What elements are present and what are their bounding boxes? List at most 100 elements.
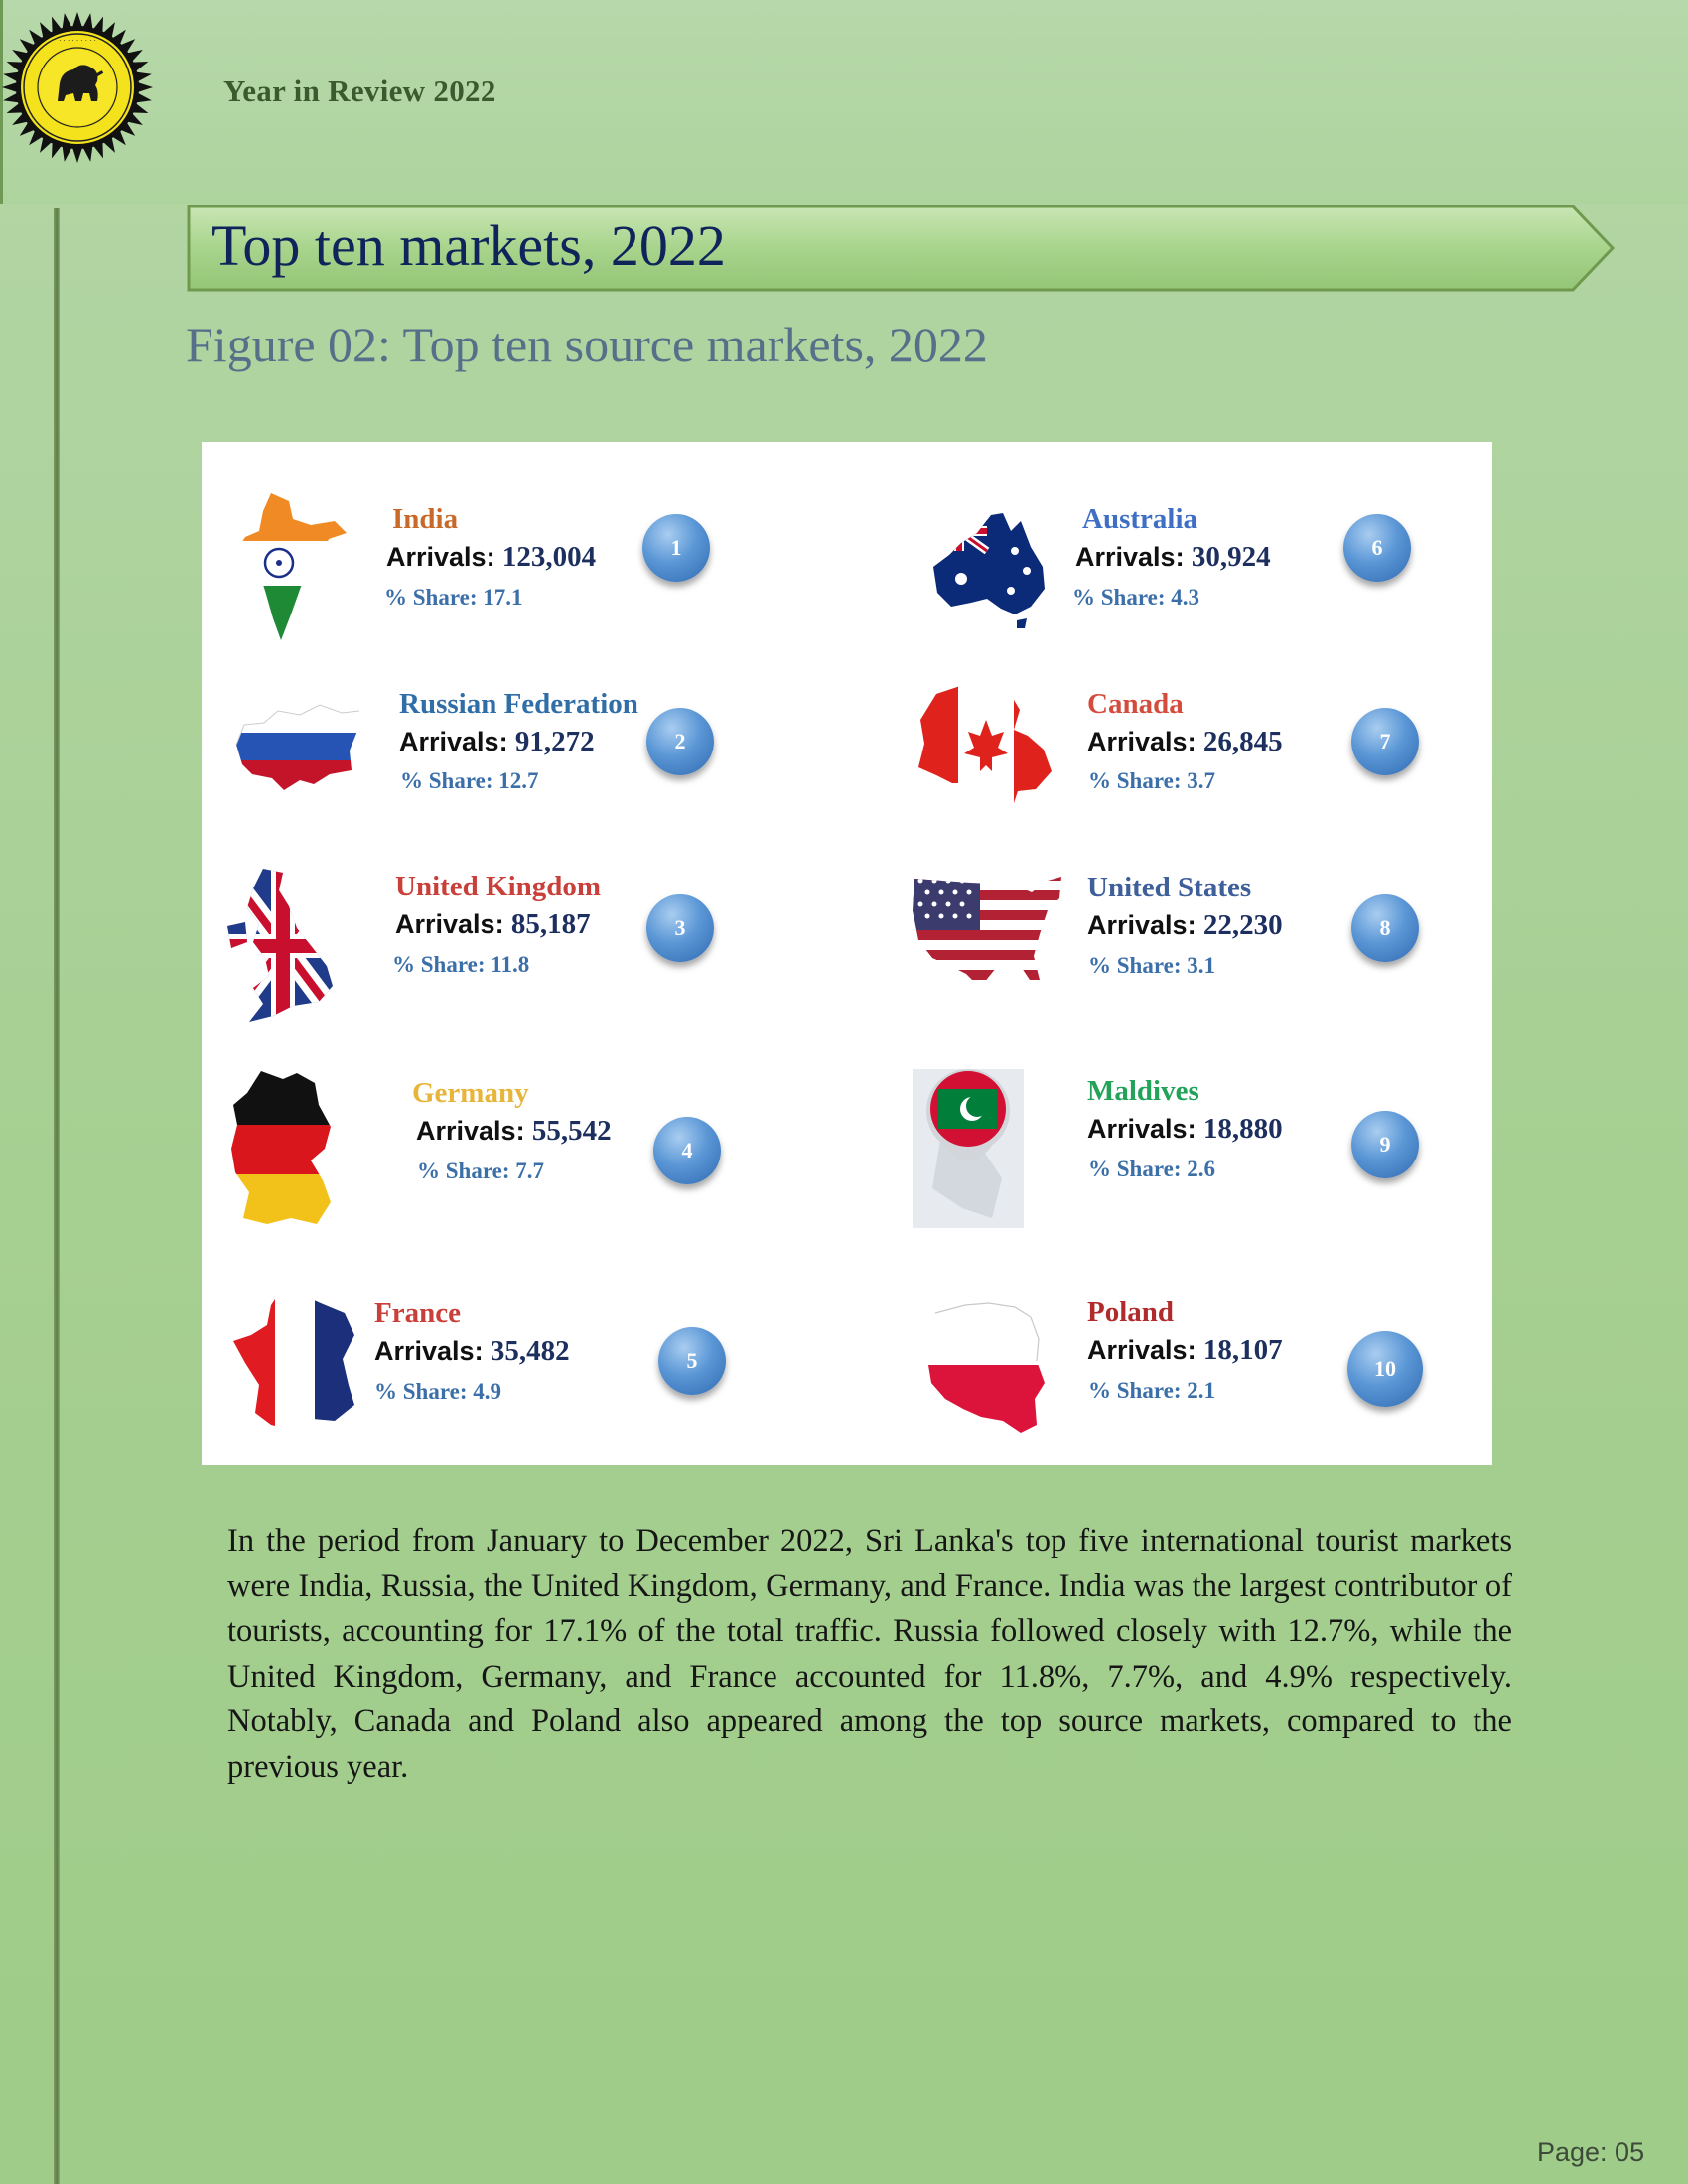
share-line: % Share: 17.1 bbox=[384, 585, 523, 611]
arrivals-line: Arrivals: 30,924 bbox=[1075, 541, 1271, 574]
report-title: Year in Review 2022 bbox=[223, 73, 496, 108]
country-name: Germany bbox=[412, 1077, 529, 1109]
header-band bbox=[0, 0, 1688, 204]
arrivals-label: Arrivals: bbox=[1087, 1114, 1196, 1144]
page-number: Page: 05 bbox=[1537, 2137, 1645, 2167]
country-name: Maldives bbox=[1087, 1075, 1199, 1107]
share-line: % Share: 7.7 bbox=[417, 1159, 544, 1184]
share-value: 11.8 bbox=[491, 952, 530, 977]
india-map-icon bbox=[235, 493, 347, 640]
canada-map-icon bbox=[918, 684, 1052, 809]
arrivals-label: Arrivals: bbox=[1087, 910, 1196, 940]
arrivals-label: Arrivals: bbox=[416, 1116, 525, 1146]
arrivals-value: 30,924 bbox=[1191, 541, 1271, 573]
arrivals-line: Arrivals: 85,187 bbox=[395, 908, 591, 941]
country-name: India bbox=[392, 503, 459, 535]
share-label: % Share: bbox=[392, 952, 486, 977]
share-line: % Share: 4.3 bbox=[1072, 585, 1199, 611]
rank-badge: 3 bbox=[646, 894, 714, 962]
share-line: % Share: 4.9 bbox=[374, 1379, 501, 1405]
rank-badge: 9 bbox=[1351, 1111, 1419, 1178]
arrivals-line: Arrivals: 22,230 bbox=[1087, 909, 1283, 942]
arrivals-value: 18,880 bbox=[1202, 1113, 1283, 1145]
arrivals-value: 35,482 bbox=[490, 1335, 570, 1367]
arrivals-label: Arrivals: bbox=[395, 909, 504, 939]
section-title: Top ten markets, 2022 bbox=[211, 213, 726, 278]
share-value: 4.9 bbox=[473, 1379, 501, 1404]
share-value: 3.1 bbox=[1187, 953, 1215, 978]
share-label: % Share: bbox=[384, 585, 478, 610]
share-line: % Share: 11.8 bbox=[392, 952, 529, 978]
country-name: Canada bbox=[1087, 688, 1184, 720]
share-label: % Share: bbox=[374, 1379, 468, 1404]
share-line: % Share: 2.6 bbox=[1088, 1157, 1215, 1182]
share-label: % Share: bbox=[417, 1159, 510, 1183]
top-markets-figure: India Arrivals: 123,004 % Share: 17.1 1 … bbox=[202, 442, 1492, 1465]
arrivals-line: Arrivals: 18,880 bbox=[1087, 1113, 1283, 1146]
australia-map-icon bbox=[933, 513, 1045, 628]
share-value: 17.1 bbox=[483, 585, 523, 610]
banner-arrow-shape bbox=[187, 205, 1616, 292]
share-value: 12.7 bbox=[498, 768, 539, 793]
arrivals-value: 26,845 bbox=[1202, 726, 1283, 757]
arrivals-label: Arrivals: bbox=[1087, 727, 1196, 756]
share-label: % Share: bbox=[1088, 1157, 1182, 1181]
arrivals-label: Arrivals: bbox=[374, 1336, 484, 1366]
country-name: France bbox=[374, 1297, 461, 1329]
share-line: % Share: 3.1 bbox=[1088, 953, 1215, 979]
rank-badge: 7 bbox=[1351, 708, 1419, 775]
country-name: Russian Federation bbox=[399, 688, 638, 720]
share-line: % Share: 2.1 bbox=[1088, 1378, 1215, 1404]
share-line: % Share: 12.7 bbox=[400, 768, 539, 794]
arrivals-value: 123,004 bbox=[501, 541, 597, 573]
share-label: % Share: bbox=[400, 768, 493, 793]
arrivals-value: 55,542 bbox=[531, 1115, 612, 1147]
maldives-map-pin-icon bbox=[913, 1069, 1024, 1228]
summary-paragraph: In the period from January to December 2… bbox=[227, 1523, 1512, 1785]
arrivals-line: Arrivals: 55,542 bbox=[416, 1115, 612, 1148]
arrivals-line: Arrivals: 18,107 bbox=[1087, 1334, 1283, 1367]
share-value: 2.6 bbox=[1187, 1157, 1215, 1181]
rank-badge: 6 bbox=[1343, 514, 1411, 582]
share-label: % Share: bbox=[1088, 1378, 1182, 1403]
share-label: % Share: bbox=[1088, 953, 1182, 978]
country-name: Australia bbox=[1082, 503, 1197, 535]
country-name: Poland bbox=[1087, 1297, 1175, 1328]
rank-badge: 4 bbox=[653, 1117, 721, 1184]
rank-badge: 10 bbox=[1347, 1331, 1423, 1407]
rank-badge: 5 bbox=[658, 1327, 726, 1395]
russia-map-icon bbox=[235, 704, 360, 790]
share-value: 2.1 bbox=[1187, 1378, 1215, 1403]
arrivals-value: 91,272 bbox=[514, 726, 595, 757]
arrivals-label: Arrivals: bbox=[1075, 542, 1185, 572]
rank-badge: 8 bbox=[1351, 894, 1419, 962]
arrivals-label: Arrivals: bbox=[399, 727, 508, 756]
share-value: 7.7 bbox=[515, 1159, 544, 1183]
header-edge-line bbox=[0, 0, 3, 204]
poland-map-icon bbox=[927, 1302, 1045, 1433]
share-value: 4.3 bbox=[1171, 585, 1199, 610]
rank-badge: 2 bbox=[646, 708, 714, 775]
arrivals-value: 85,187 bbox=[510, 908, 591, 940]
left-margin-rule bbox=[54, 208, 60, 2184]
uk-map-icon bbox=[227, 869, 333, 1022]
rank-badge: 1 bbox=[642, 514, 710, 582]
share-label: % Share: bbox=[1072, 585, 1166, 610]
svg-text:· · · · · · · · ·: · · · · · · · · · bbox=[59, 37, 96, 45]
france-map-icon bbox=[233, 1288, 354, 1431]
arrivals-label: Arrivals: bbox=[386, 542, 495, 572]
arrivals-label: Arrivals: bbox=[1087, 1335, 1196, 1365]
share-value: 3.7 bbox=[1187, 768, 1215, 793]
country-name: United Kingdom bbox=[395, 871, 602, 902]
germany-map-icon bbox=[231, 1071, 331, 1224]
country-name: United States bbox=[1087, 872, 1252, 903]
arrivals-value: 18,107 bbox=[1202, 1334, 1283, 1366]
figure-caption: Figure 02: Top ten source markets, 2022 bbox=[186, 317, 988, 372]
share-label: % Share: bbox=[1088, 768, 1182, 793]
arrivals-line: Arrivals: 123,004 bbox=[386, 541, 596, 574]
usa-map-icon bbox=[913, 877, 1061, 988]
arrivals-line: Arrivals: 35,482 bbox=[374, 1335, 570, 1368]
arrivals-value: 22,230 bbox=[1202, 909, 1283, 941]
share-line: % Share: 3.7 bbox=[1088, 768, 1215, 794]
arrivals-line: Arrivals: 26,845 bbox=[1087, 726, 1283, 758]
